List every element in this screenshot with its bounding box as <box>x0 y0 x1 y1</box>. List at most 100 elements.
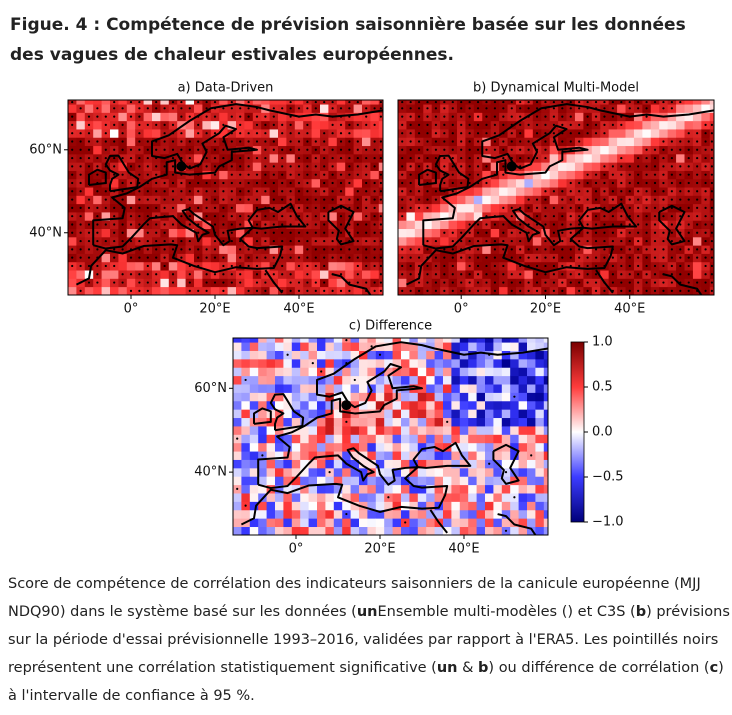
significance-dot <box>71 264 74 268</box>
significance-dot <box>493 140 497 143</box>
significance-dot <box>645 148 648 151</box>
map-cell <box>233 476 242 486</box>
map-cell <box>535 518 545 528</box>
map-cell <box>409 476 419 486</box>
significance-dot <box>71 206 74 209</box>
significance-dot <box>417 281 421 284</box>
map-cell <box>110 178 119 188</box>
map-cell <box>283 338 293 343</box>
map-cell <box>543 518 549 528</box>
coastline <box>418 168 437 187</box>
map-cell <box>375 434 385 444</box>
significance-dot <box>519 156 522 160</box>
map-cell <box>543 367 549 377</box>
caption-text: & <box>457 660 479 676</box>
significance-dot <box>679 198 682 201</box>
significance-dot <box>620 123 623 126</box>
significance-dot <box>79 206 82 209</box>
map-cell <box>233 342 242 351</box>
significance-dot <box>519 273 522 276</box>
significance-dot <box>561 198 564 201</box>
significance-dot <box>379 140 382 143</box>
significance-dot <box>476 264 480 268</box>
significance-dot <box>696 206 699 209</box>
significance-dot <box>451 190 454 193</box>
map-cell <box>333 459 343 469</box>
significance-dot <box>696 190 699 193</box>
map-cell <box>283 509 293 519</box>
map-cell <box>359 484 368 494</box>
significance-dot <box>443 256 446 259</box>
map-cell <box>367 434 377 444</box>
map-cell <box>401 493 410 502</box>
map-cell <box>443 392 452 402</box>
significance-dot <box>213 132 217 135</box>
significance-dot <box>306 173 309 176</box>
significance-dot <box>460 100 463 104</box>
map-cell <box>417 476 427 486</box>
significance-dot <box>552 115 555 118</box>
significance-dot <box>426 123 429 126</box>
caption-text: b <box>635 604 647 620</box>
map-cell <box>266 501 276 511</box>
map-cell <box>459 476 469 486</box>
map-cell <box>650 137 660 147</box>
map-cell <box>417 459 427 469</box>
map-cell <box>434 375 444 385</box>
significance-dot <box>331 198 334 201</box>
significance-dot <box>163 198 166 201</box>
significance-dot <box>356 156 359 160</box>
map-cell <box>367 338 377 343</box>
map-cell <box>241 384 251 393</box>
significance-dot <box>527 107 530 110</box>
map-cell <box>465 212 475 221</box>
significance-dot <box>247 173 250 176</box>
map-cell <box>378 162 384 171</box>
significance-dot <box>71 115 74 118</box>
map-cell <box>266 459 276 469</box>
map-cell <box>392 509 402 519</box>
significance-dot <box>323 281 326 284</box>
significance-dot <box>113 123 116 126</box>
map-cell <box>68 286 77 296</box>
map-cell <box>650 120 660 130</box>
significance-dot <box>704 165 707 168</box>
significance-dot <box>379 256 382 259</box>
map-cell <box>518 434 528 444</box>
map-cell <box>501 493 511 502</box>
significance-dot <box>230 264 233 268</box>
significance-dot <box>578 215 581 218</box>
map-cell <box>518 417 528 427</box>
significance-dot <box>129 100 133 104</box>
map-cell <box>518 338 528 343</box>
significance-dot <box>365 173 368 176</box>
map-cell <box>353 129 363 138</box>
significance-dot <box>129 289 133 292</box>
map-cell <box>507 261 517 271</box>
significance-dot <box>365 190 368 193</box>
map-cell <box>459 409 469 419</box>
significance-dot <box>138 181 141 185</box>
map-cell <box>375 384 385 393</box>
significance-dot <box>163 148 166 151</box>
significance-dot <box>155 123 158 126</box>
map-cell <box>459 434 469 444</box>
map-cell <box>317 493 326 502</box>
significance-dot <box>434 239 438 243</box>
map-cell <box>443 518 452 528</box>
significance-dot <box>188 107 191 110</box>
map-cell <box>417 518 427 528</box>
significance-dot <box>476 107 480 110</box>
map-cell <box>684 120 694 130</box>
map-cell <box>258 467 267 477</box>
significance-dot <box>264 281 267 284</box>
map-cell <box>266 509 276 519</box>
map-cell <box>600 153 610 163</box>
map-cell <box>325 484 335 494</box>
map-cell <box>543 459 549 469</box>
significance-dot <box>348 156 351 160</box>
map-cell <box>451 426 461 435</box>
map-cell <box>468 338 477 343</box>
significance-dot <box>236 487 239 490</box>
significance-dot <box>356 140 359 143</box>
